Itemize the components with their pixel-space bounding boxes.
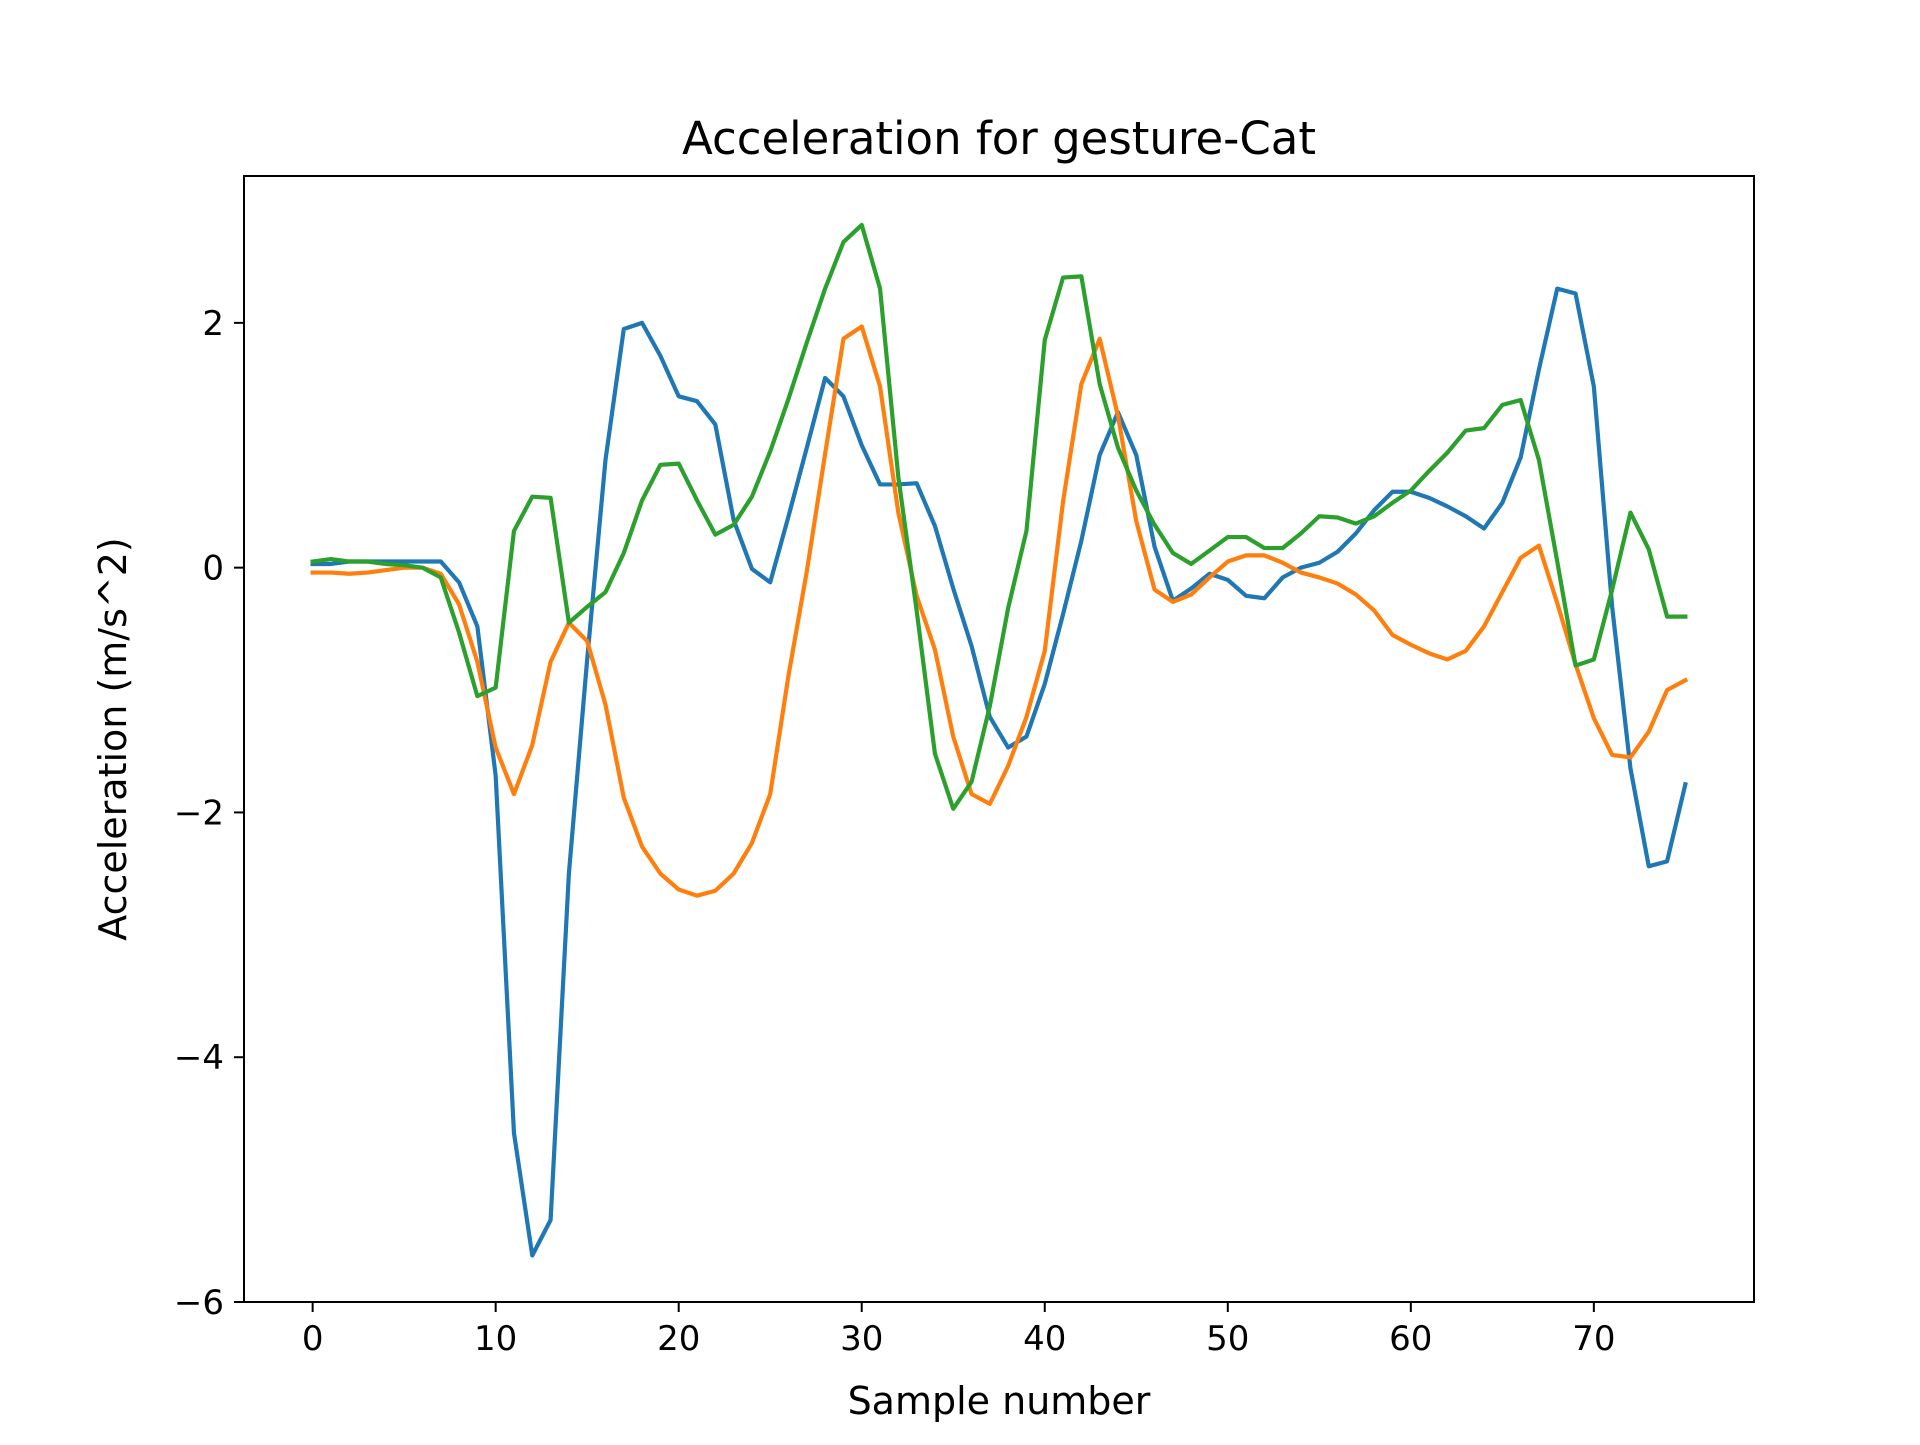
x-tick-label: 70 xyxy=(1572,1319,1615,1359)
y-tick-label: 2 xyxy=(202,304,224,344)
x-axis-label: Sample number xyxy=(848,1379,1151,1423)
y-tick-label: −4 xyxy=(174,1038,224,1078)
x-tick-label: 60 xyxy=(1389,1319,1432,1359)
series-line-1 xyxy=(310,286,1688,1258)
y-axis-label: Acceleration (m/s^2) xyxy=(91,537,135,941)
series-layer xyxy=(310,222,1689,1258)
series-line-2 xyxy=(310,324,1689,898)
plot-area-frame xyxy=(243,175,1755,1303)
chart-title: Acceleration for gesture-Cat xyxy=(682,112,1316,165)
x-tick-label: 20 xyxy=(657,1319,700,1359)
x-tick-label: 30 xyxy=(840,1319,883,1359)
y-axis: 2 0 −2 −4 −6 xyxy=(174,304,244,1323)
x-tick-label: 50 xyxy=(1206,1319,1249,1359)
x-axis: 0 10 20 30 40 50 60 70 xyxy=(302,1302,1615,1359)
series-line-3 xyxy=(310,222,1688,811)
x-tick-label: 10 xyxy=(474,1319,517,1359)
x-tick-label: 0 xyxy=(302,1319,324,1359)
y-tick-label: −2 xyxy=(174,793,224,833)
y-tick-label: −6 xyxy=(174,1283,224,1323)
x-tick-label: 40 xyxy=(1023,1319,1066,1359)
y-tick-label: 0 xyxy=(202,549,224,589)
